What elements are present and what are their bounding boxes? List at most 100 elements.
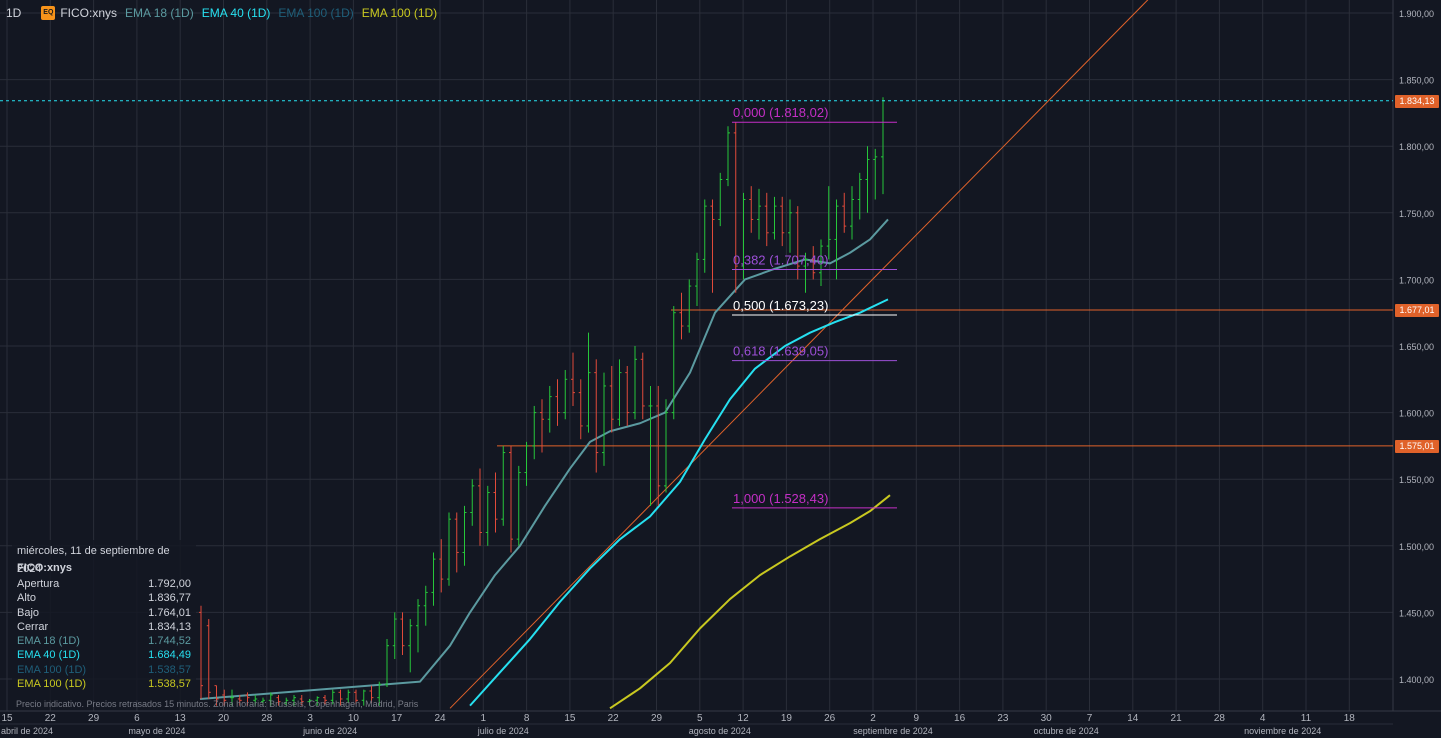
info-label: Bajo (17, 606, 40, 619)
equity-badge-icon: EQ (41, 6, 56, 20)
info-value: 1.538,57 (148, 678, 191, 691)
y-tick-label: 1.400,00 (1399, 675, 1434, 685)
info-row-close: Cerrar 1.834,13 (17, 620, 191, 634)
x-day-label: 3 (307, 713, 313, 724)
y-tick-label: 1.650,00 (1399, 342, 1434, 352)
y-tick-label: 1.550,00 (1399, 475, 1434, 485)
y-tick-label: 1.850,00 (1399, 76, 1434, 86)
legend-ema100-b[interactable]: EMA 100 (1D) (361, 6, 438, 20)
y-tick-label: 1.700,00 (1399, 275, 1434, 285)
x-month-label: agosto de 2024 (689, 726, 751, 736)
hline-price-tag-2[interactable]: 1.575,01 (1395, 440, 1439, 453)
info-row-ema100-b: EMA 100 (1D) 1.538,57 (17, 677, 191, 691)
symbol-label[interactable]: FICO:xnys (60, 6, 118, 20)
info-row-ema100-a: EMA 100 (1D) 1.538,57 (17, 663, 191, 677)
info-label: Apertura (17, 578, 60, 590)
x-day-label: 22 (45, 713, 57, 724)
y-tick-label: 1.800,00 (1399, 142, 1434, 152)
info-date: miércoles, 11 de septiembre de 2024 (17, 545, 170, 575)
x-day-label: 15 (1, 713, 13, 724)
interval-label[interactable]: 1D (6, 6, 22, 20)
info-symbol: FICO:xnys (17, 562, 73, 574)
info-value: 1.836,77 (148, 592, 191, 605)
info-row-ema18: EMA 18 (1D) 1.744,52 (17, 634, 191, 648)
info-value: 1.792,00 (148, 578, 191, 590)
info-label: EMA 40 (1D) (17, 649, 80, 662)
x-month-label: octubre de 2024 (1034, 726, 1099, 736)
fib-level-label: 0,000 (1.818,02) (733, 105, 828, 120)
info-label: EMA 18 (1D) (17, 635, 80, 648)
y-tick-label: 1.450,00 (1399, 608, 1434, 618)
x-day-label: 2 (870, 713, 876, 724)
x-day-label: 30 (1041, 713, 1053, 724)
x-day-label: 20 (218, 713, 230, 724)
x-day-label: 4 (1260, 713, 1266, 724)
fib-level-label: 1,000 (1.528,43) (733, 491, 828, 506)
info-row-open: Apertura 1.792,00 (17, 577, 191, 591)
y-tick-label: 1.900,00 (1399, 9, 1434, 19)
info-label: EMA 100 (1D) (17, 678, 87, 691)
x-day-label: 21 (1171, 713, 1183, 724)
x-day-label: 6 (134, 713, 140, 724)
x-day-label: 5 (697, 713, 703, 724)
x-day-label: 15 (564, 713, 576, 724)
info-value: 1.684,49 (148, 649, 191, 662)
chart-legend: 1D EQ FICO:xnys EMA 18 (1D) EMA 40 (1D) … (6, 4, 445, 22)
x-month-label: noviembre de 2024 (1244, 726, 1321, 736)
legend-ema100-a[interactable]: EMA 100 (1D) (278, 6, 354, 20)
x-month-label: julio de 2024 (477, 726, 529, 736)
x-day-label: 1 (481, 713, 487, 724)
hline-price-tag-1[interactable]: 1.677,01 (1395, 304, 1439, 317)
x-month-label: junio de 2024 (302, 726, 357, 736)
data-window: miércoles, 11 de septiembre de 2024 FICO… (12, 540, 196, 700)
x-month-label: abril de 2024 (1, 726, 53, 736)
x-month-label: mayo de 2024 (128, 726, 185, 736)
info-label: EMA 100 (1D) (17, 663, 87, 676)
x-day-label: 8 (524, 713, 530, 724)
fib-level-label: 0,500 (1.673,23) (733, 298, 828, 313)
x-day-label: 16 (954, 713, 966, 724)
x-day-label: 29 (88, 713, 100, 724)
ema18-line (199, 218, 889, 700)
x-day-label: 29 (651, 713, 663, 724)
info-row-high: Alto 1.836,77 (17, 591, 191, 605)
x-day-label: 28 (261, 713, 273, 724)
x-day-label: 26 (824, 713, 836, 724)
x-day-label: 17 (391, 713, 403, 724)
x-month-label: septiembre de 2024 (853, 726, 933, 736)
x-day-label: 19 (781, 713, 793, 724)
info-value: 1.764,01 (148, 606, 191, 619)
legend-ema40[interactable]: EMA 40 (1D) (201, 6, 271, 20)
x-day-label: 13 (175, 713, 187, 724)
x-day-label: 23 (997, 713, 1009, 724)
fib-level-label: 0,382 (1.707,40) (733, 253, 828, 268)
last-price-tag[interactable]: 1.834,13 (1395, 95, 1439, 108)
x-day-label: 11 (1301, 713, 1312, 724)
x-day-label: 22 (608, 713, 620, 724)
info-value: 1.744,52 (148, 635, 191, 648)
y-tick-label: 1.750,00 (1399, 209, 1434, 219)
info-label: Cerrar (17, 620, 49, 633)
ema40-line (469, 298, 889, 707)
x-day-label: 12 (738, 713, 750, 724)
x-day-label: 28 (1214, 713, 1226, 724)
info-value: 1.538,57 (148, 663, 191, 676)
x-day-label: 9 (914, 713, 920, 724)
trendline (449, 0, 1149, 709)
info-value: 1.834,13 (148, 620, 191, 633)
x-day-label: 10 (348, 713, 360, 724)
x-day-label: 7 (1087, 713, 1093, 724)
fib-level-label: 0,618 (1.639,05) (733, 344, 828, 359)
legend-ema18[interactable]: EMA 18 (1D) (125, 6, 194, 20)
ema100-line (609, 494, 891, 710)
info-label: Alto (17, 592, 36, 605)
x-day-label: 24 (434, 713, 446, 724)
y-tick-label: 1.600,00 (1399, 409, 1434, 419)
x-day-label: 14 (1127, 713, 1139, 724)
info-row-low: Bajo 1.764,01 (17, 606, 191, 620)
x-day-label: 18 (1344, 713, 1356, 724)
info-row-ema40: EMA 40 (1D) 1.684,49 (17, 648, 191, 662)
delay-disclaimer: Precio indicativo. Precios retrasados 15… (16, 699, 419, 709)
